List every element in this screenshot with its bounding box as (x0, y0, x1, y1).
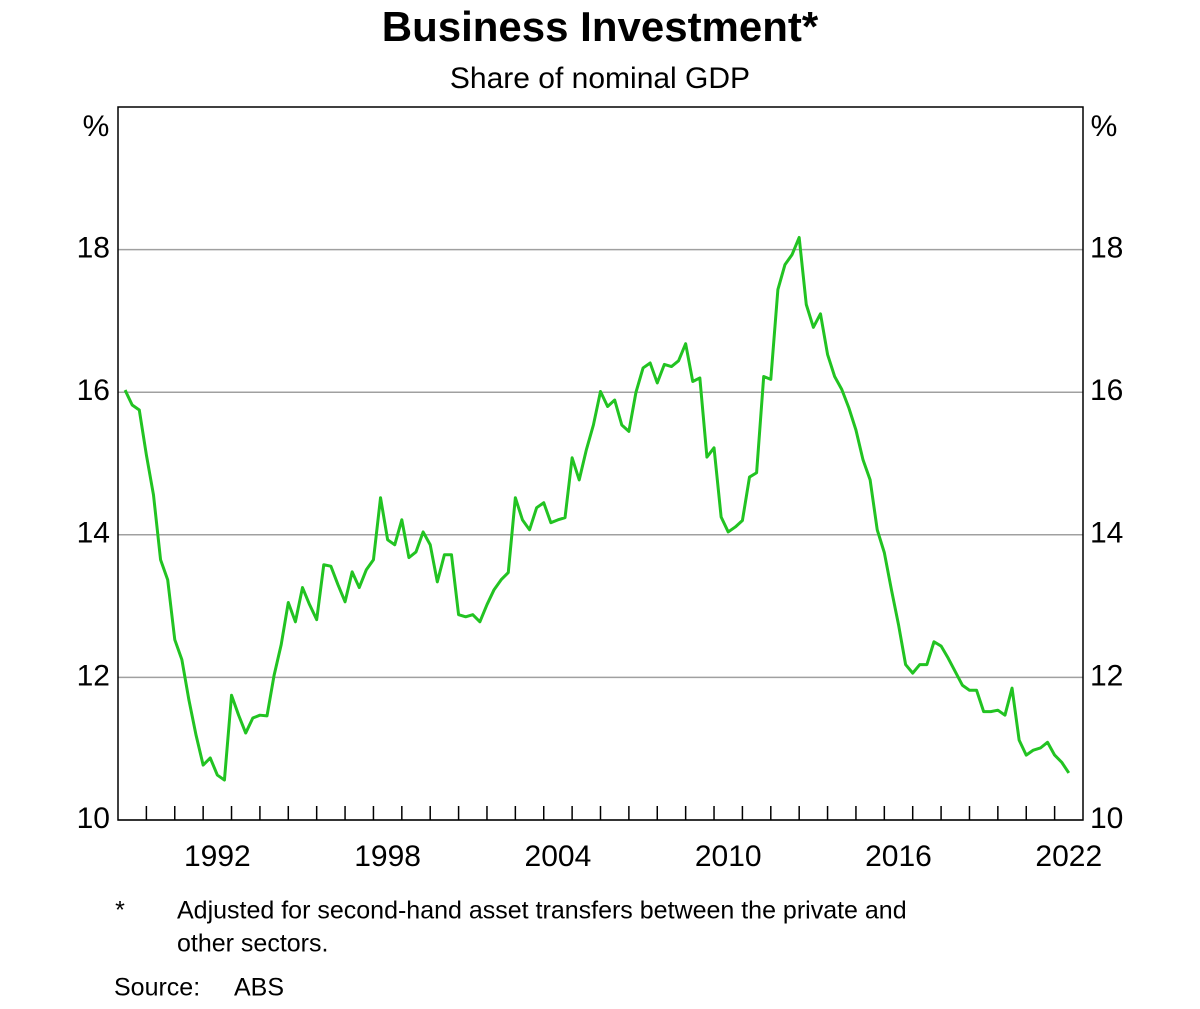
y2-tick-label: 16 (1090, 374, 1123, 407)
y-tick-label: 18 (77, 232, 110, 265)
footnote-marker: * (115, 897, 125, 925)
plot-frame (117, 106, 1084, 821)
y2-tick-label: 18 (1090, 232, 1123, 265)
footnote: other sectors. (177, 930, 328, 958)
x-tick-label: 2004 (525, 840, 592, 873)
data-line (123, 235, 1071, 782)
y2-tick-label: 14 (1090, 517, 1123, 550)
x-tick-label: 2022 (1035, 840, 1102, 873)
y-tick-label: 10 (77, 802, 110, 835)
y2-tick-label: 12 (1090, 659, 1123, 692)
y-tick-label: 14 (77, 517, 110, 550)
x-tick-label: 2016 (865, 840, 932, 873)
x-tick-label: 2010 (695, 840, 762, 873)
y-tick-label: 16 (77, 374, 110, 407)
x-tick-label: 1992 (184, 840, 251, 873)
y2-axis-unit: % (1091, 110, 1118, 143)
source-label: Source: (114, 974, 200, 1002)
chart-title: Business Investment* (382, 3, 819, 50)
chart-subtitle: Share of nominal GDP (450, 62, 750, 95)
x-tick-label: 1998 (354, 840, 421, 873)
y2-tick-label: 10 (1090, 802, 1123, 835)
y-tick-label: 12 (77, 659, 110, 692)
source: ABS (234, 974, 284, 1002)
y-axis-unit: % (83, 110, 110, 143)
footnote: Adjusted for second-hand asset transfers… (177, 897, 907, 925)
